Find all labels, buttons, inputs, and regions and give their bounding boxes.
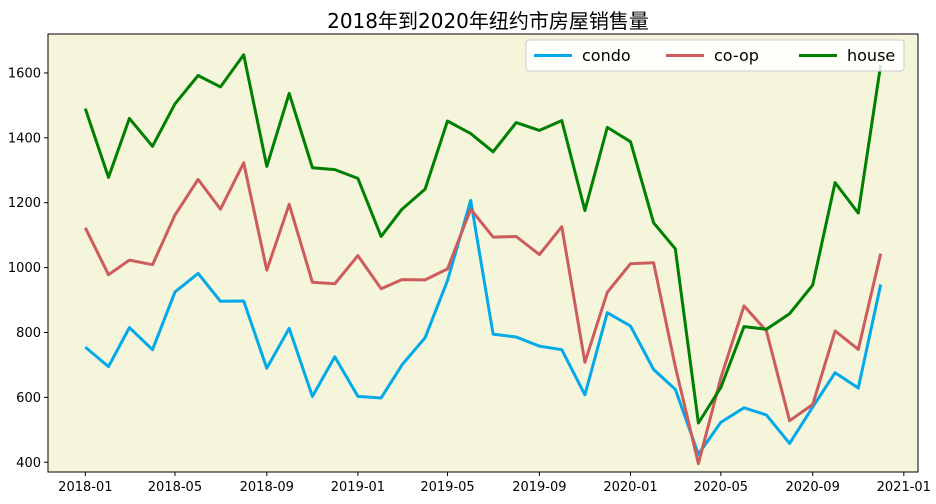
series-line-condo xyxy=(84,198,883,456)
y-tick-label: 1000 xyxy=(8,261,41,276)
chart-title: 2018年到2020年纽约市房屋销售量 xyxy=(327,9,649,33)
legend-label-co-op: co-op xyxy=(714,46,759,65)
y-tick-label: 800 xyxy=(16,326,41,341)
legend-box xyxy=(525,39,905,72)
y-tick-label: 600 xyxy=(16,391,41,406)
y-tick-label: 1200 xyxy=(8,196,41,211)
x-tick-label: 2018-01 xyxy=(58,480,112,495)
y-tick-label: 1600 xyxy=(8,66,41,81)
x-tick-label: 2019-05 xyxy=(420,480,474,495)
x-tick-label: 2019-09 xyxy=(512,480,566,495)
x-tick-label: 2020-01 xyxy=(603,480,657,495)
x-axis: 2018-01 2018-05 2018-09 2019-01 2019-05 2019-… xyxy=(58,472,931,495)
y-tick-label: 1400 xyxy=(8,131,41,146)
series-line-co-op xyxy=(83,161,883,466)
x-tick-label: 2021-01 xyxy=(877,480,931,495)
legend: condo co-op house xyxy=(525,39,905,72)
series-layer xyxy=(83,53,883,466)
x-tick-label: 2019-01 xyxy=(331,480,385,495)
series-line-house xyxy=(83,53,883,425)
legend-label-house: house xyxy=(847,46,895,65)
plot-area xyxy=(47,33,919,473)
y-axis: 400 600 800 1000 1200 1400 1600 xyxy=(8,66,48,471)
legend-label-condo: condo xyxy=(582,46,631,65)
y-tick-label: 400 xyxy=(16,456,41,471)
x-tick-label: 2020-09 xyxy=(786,480,840,495)
x-tick-label: 2020-05 xyxy=(694,480,748,495)
x-tick-label: 2018-05 xyxy=(148,480,202,495)
x-tick-label: 2018-09 xyxy=(240,480,294,495)
